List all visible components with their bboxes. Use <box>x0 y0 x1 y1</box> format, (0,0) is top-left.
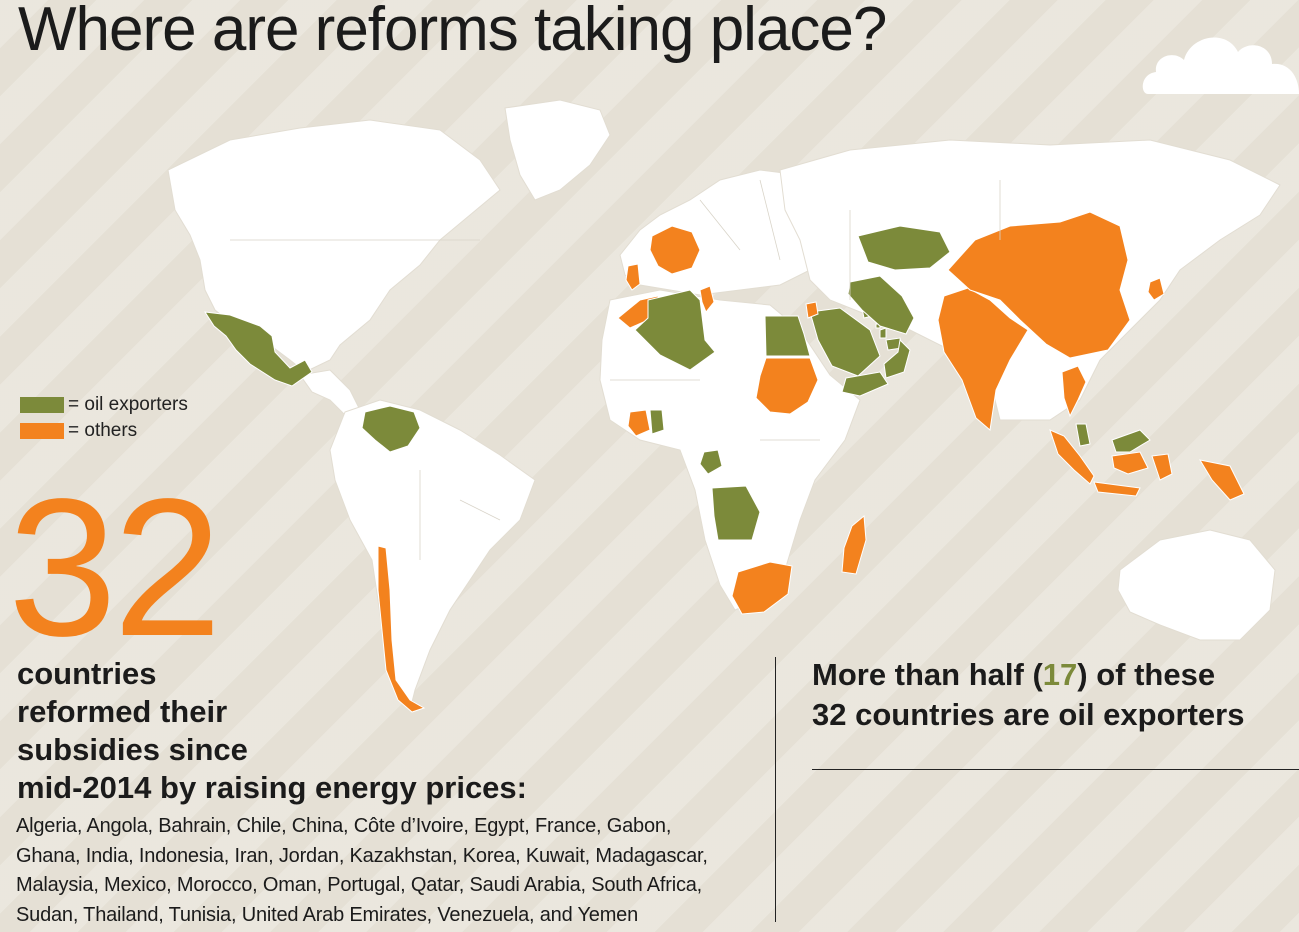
oil-exporters-swatch <box>20 397 64 413</box>
border-lines <box>230 179 1001 560</box>
chile-shape <box>377 545 426 713</box>
fact-line-1: More than half (17) of these <box>812 655 1244 695</box>
oil-exporter-fact: More than half (17) of these 32 countrie… <box>812 655 1244 735</box>
tunisia-shape <box>699 285 715 313</box>
ghana-shape <box>649 409 665 435</box>
fact-prefix: More than half ( <box>812 657 1043 692</box>
fact-line-2: 32 countries are oil exporters <box>812 697 1245 732</box>
country-list-line: Malaysia, Mexico, Morocco, Oman, Portuga… <box>16 874 703 896</box>
south-america-landmass <box>329 399 536 712</box>
greenland-landmass <box>504 99 611 201</box>
egypt-shape <box>764 315 811 357</box>
india-shape <box>937 287 1029 431</box>
oman-shape <box>883 338 911 379</box>
kazakhstan-shape <box>857 225 951 271</box>
headline-line: countries <box>17 656 157 691</box>
china-shape <box>947 211 1131 359</box>
cote-divoire-shape <box>627 409 651 437</box>
legend-oil-exporters: = oil exporters <box>20 392 188 418</box>
yemen-shape <box>841 371 889 397</box>
madagascar-shape <box>841 515 867 575</box>
iran-shape <box>847 275 915 335</box>
legend-oil-exporters-label: = oil exporters <box>68 394 188 415</box>
gabon-shape <box>699 449 723 475</box>
malaysia-shape <box>1075 423 1151 453</box>
thailand-shape <box>1061 365 1087 418</box>
australia-landmass <box>1117 529 1276 641</box>
headline-line: reformed their <box>17 694 228 729</box>
horizontal-divider <box>812 769 1299 770</box>
north-america-landmass <box>167 119 501 373</box>
south-africa-shape <box>731 561 793 615</box>
fact-number: 17 <box>1042 657 1078 692</box>
country-list-line: Ghana, India, Indonesia, Iran, Jordan, K… <box>16 844 708 867</box>
angola-shape <box>711 485 761 541</box>
cloud-icon <box>1142 37 1299 94</box>
vertical-divider <box>775 657 776 922</box>
indonesia-shape <box>1049 429 1245 501</box>
saudi-arabia-shape <box>809 307 881 377</box>
headline: countries reformed their subsidies since… <box>17 655 527 807</box>
portugal-shape <box>625 263 641 291</box>
map-legend: = oil exporters = others <box>20 392 188 444</box>
page-title: Where are reforms taking place? <box>18 0 887 64</box>
korea-shape <box>1147 277 1165 301</box>
others-swatch <box>20 423 64 439</box>
legend-others-label: = others <box>68 420 138 441</box>
qatar-shape <box>879 327 887 339</box>
headline-line: mid-2014 by raising energy prices: <box>17 770 527 805</box>
mexico-shape <box>204 311 313 387</box>
country-list: Algeria, Angola, Bahrain, Chile, China, … <box>16 812 751 930</box>
headline-line: subsidies since <box>17 732 248 767</box>
country-list-line: Sudan, Thailand, Tunisia, United Arab Em… <box>16 903 639 926</box>
legend-others: = others <box>20 418 188 444</box>
algeria-shape <box>634 289 716 371</box>
france-shape <box>649 225 701 275</box>
country-list-line: Algeria, Angola, Bahrain, Chile, China, … <box>16 815 672 837</box>
country-count: 32 <box>8 458 222 677</box>
venezuela-shape <box>361 405 421 453</box>
sudan-shape <box>755 357 819 415</box>
fact-suffix: ) of these <box>1077 657 1216 692</box>
jordan-shape <box>805 301 819 319</box>
